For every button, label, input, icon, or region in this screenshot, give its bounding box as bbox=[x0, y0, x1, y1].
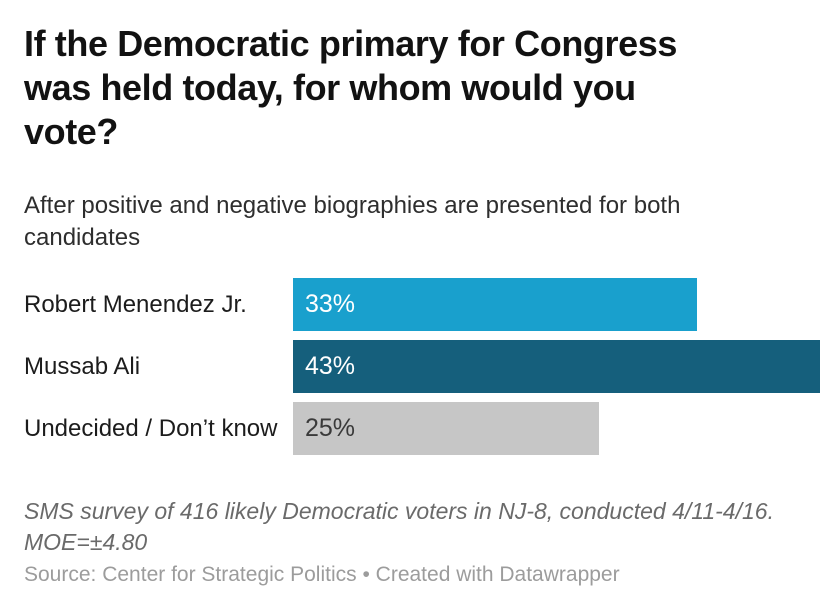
footnote-line: SMS survey of 416 likely Democratic vote… bbox=[24, 498, 774, 524]
chart-title-line: vote? bbox=[24, 111, 119, 152]
bar-row: Mussab Ali 43% bbox=[24, 340, 820, 393]
footnote-line: MOE=±4.80 bbox=[24, 529, 148, 555]
chart-title-line: was held today, for whom would you bbox=[24, 67, 636, 108]
bar-track: 43% bbox=[293, 340, 820, 393]
bar: 33% bbox=[293, 278, 698, 331]
chart-title-line: If the Democratic primary for Congress bbox=[24, 23, 677, 64]
category-label: Undecided / Don’t know bbox=[24, 414, 278, 442]
category-label: Mussab Ali bbox=[24, 352, 141, 380]
footnote: SMS survey of 416 likely Democratic vote… bbox=[24, 496, 824, 558]
bar-track: 33% bbox=[293, 278, 820, 331]
bar-value-label: 25% bbox=[305, 414, 356, 442]
chart-subtitle-line: After positive and negative biographies … bbox=[24, 192, 681, 219]
bar: 25% bbox=[293, 402, 600, 455]
source-line: Source: Center for Strategic Politics • … bbox=[24, 563, 620, 586]
chart-subtitle-line: candidates bbox=[24, 224, 141, 251]
bar-row: Undecided / Don’t know 25% bbox=[24, 402, 820, 455]
bar-value-label: 33% bbox=[305, 290, 356, 318]
category-label: Robert Menendez Jr. bbox=[24, 290, 247, 318]
bar-row: Robert Menendez Jr. 33% bbox=[24, 278, 820, 331]
bar-track: 25% bbox=[293, 402, 820, 455]
chart-subtitle: After positive and negative biographies … bbox=[24, 190, 820, 254]
chart-title: If the Democratic primary for Congress w… bbox=[24, 22, 820, 154]
bar-chart: Robert Menendez Jr. 33% Mussab Ali 43% Undec… bbox=[24, 278, 820, 464]
bar-value-label: 43% bbox=[305, 352, 356, 380]
bar: 43% bbox=[293, 340, 820, 393]
